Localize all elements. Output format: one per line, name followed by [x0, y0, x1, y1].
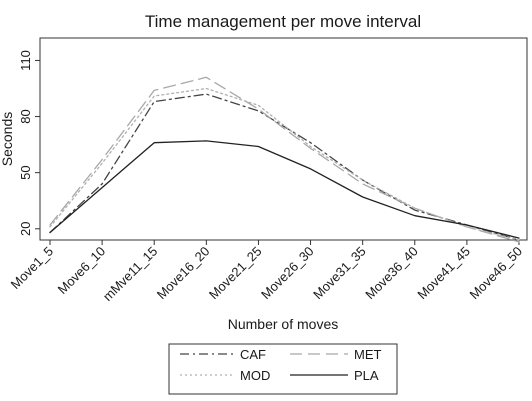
legend: CAF MET MOD PLA [180, 347, 382, 383]
series-line-pla [49, 140, 520, 239]
series-layer [49, 76, 520, 243]
y-axis-title: Seconds [0, 112, 15, 166]
y-tick-label: 110 [18, 50, 33, 71]
legend-label-met: MET [354, 347, 382, 362]
legend-box [168, 343, 398, 395]
plot-frame [39, 37, 528, 241]
y-tick-label: 20 [18, 222, 33, 236]
series-line-mod [49, 87, 520, 241]
y-tick-label: 80 [18, 109, 33, 123]
legend-label-pla: PLA [354, 368, 379, 383]
y-tick-label: 50 [18, 165, 33, 179]
legend-label-mod: MOD [240, 368, 270, 383]
chart-title: Time management per move interval [145, 12, 421, 31]
y-axis: 20 50 80 110 [18, 50, 40, 236]
legend-label-caf: CAF [240, 347, 266, 362]
x-axis-title: Number of moves [228, 316, 338, 332]
